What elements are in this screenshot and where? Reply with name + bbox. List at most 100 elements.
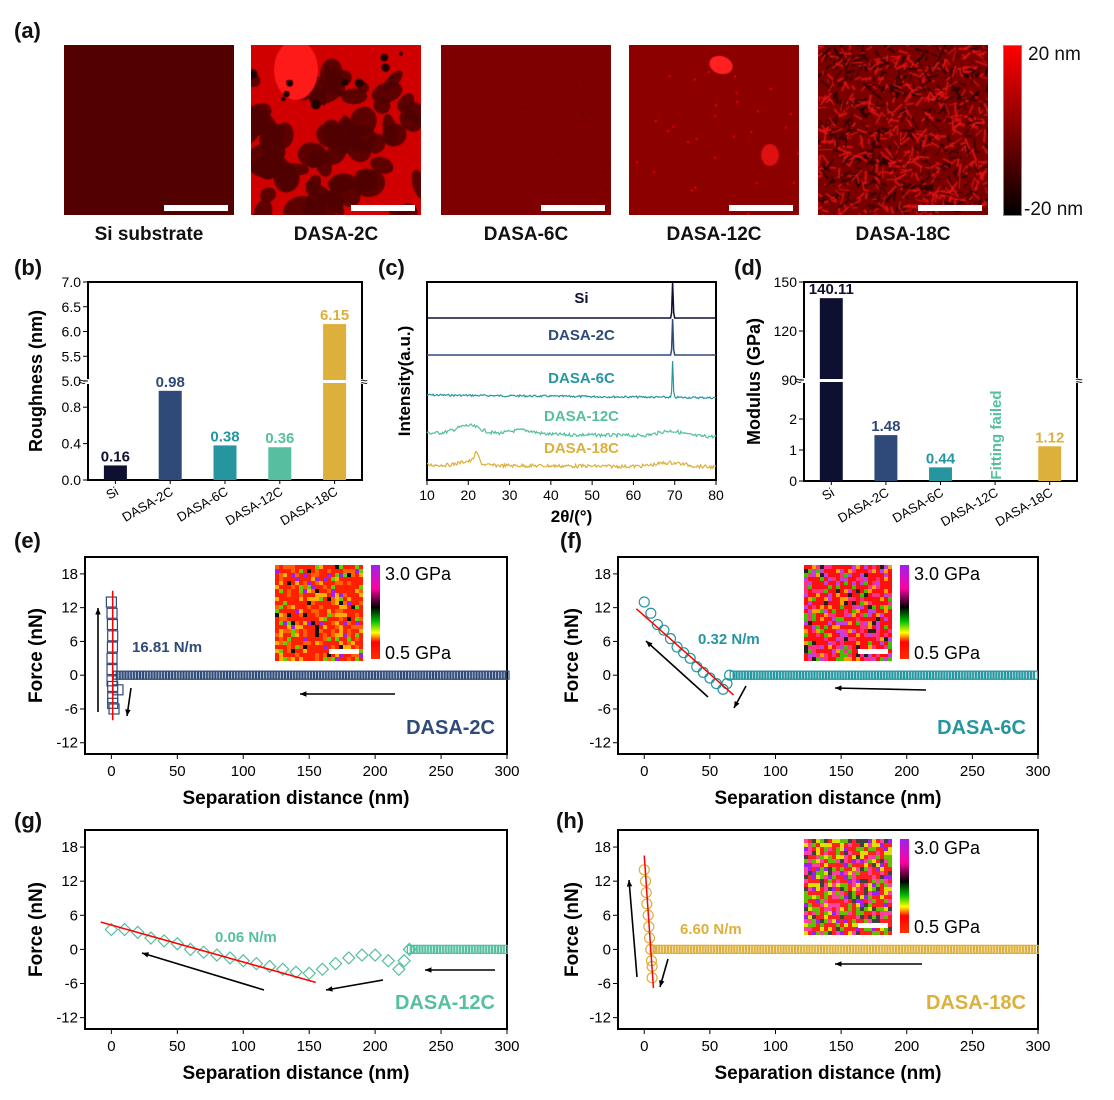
approach-marker <box>839 670 845 680</box>
modulus-map-pixel <box>864 573 868 577</box>
modulus-map-pixel <box>876 565 880 569</box>
x-tick-label: 300 <box>494 763 519 780</box>
approach-marker <box>438 944 444 954</box>
modulus-map-pixel <box>311 605 315 609</box>
direction-arrow <box>325 979 384 991</box>
modulus-map-pixel <box>860 573 864 577</box>
modulus-map-pixel <box>852 911 856 915</box>
modulus-map-pixel <box>864 911 868 915</box>
arrow-head <box>95 608 101 615</box>
approach-marker <box>822 944 828 954</box>
sample-label: DASA-6C <box>937 717 1026 739</box>
modulus-map-pixel <box>868 633 872 637</box>
modulus-map-pixel <box>840 625 844 629</box>
fit-line <box>643 855 655 989</box>
approach-marker <box>874 944 880 954</box>
modulus-map-pixel <box>331 617 335 621</box>
approach-marker <box>379 670 385 680</box>
modulus-map-pixel <box>864 879 868 883</box>
modulus-map-pixel <box>299 645 303 649</box>
modulus-map-pixel <box>804 609 808 613</box>
approach-marker <box>863 944 869 954</box>
modulus-map-pixel <box>331 593 335 597</box>
approach-marker <box>257 670 263 680</box>
modulus-map-pixel <box>876 867 880 871</box>
approach-marker <box>758 670 764 680</box>
modulus-map-pixel <box>828 867 832 871</box>
modulus-map-pixel <box>816 577 820 581</box>
modulus-map-pixel <box>275 645 279 649</box>
direction-arrow <box>834 687 927 691</box>
data-label: 0.16 <box>101 448 130 465</box>
modulus-map-pixel <box>307 637 311 641</box>
panel-label-c: (c) <box>378 255 405 280</box>
series-label: Si <box>574 290 588 307</box>
modulus-map-pixel <box>299 605 303 609</box>
force-curve-chart-dasa-18c: 0 50 100 150 200 250 300-12-6061218Separation … <box>562 829 1051 1084</box>
modulus-map-pixel <box>343 641 347 645</box>
modulus-map-pixel <box>319 617 323 621</box>
approach-marker <box>312 670 319 680</box>
modulus-map-pixel <box>331 621 335 625</box>
modulus-map-pixel <box>880 855 884 859</box>
modulus-map-pixel <box>824 867 828 871</box>
modulus-map-pixel <box>888 645 892 649</box>
modulus-map-pixel <box>828 915 832 919</box>
modulus-map-pixel <box>323 613 327 617</box>
modulus-map-pixel <box>872 645 876 649</box>
modulus-map-pixel <box>868 855 872 859</box>
modulus-map-pixel <box>359 601 363 605</box>
modulus-map-pixel <box>868 641 872 645</box>
approach-marker <box>701 944 707 954</box>
axis-break-mark-right: ≈ <box>1075 373 1082 388</box>
modulus-map-pixel <box>295 573 299 577</box>
modulus-map-pixel <box>880 847 884 851</box>
approach-marker <box>886 944 892 954</box>
modulus-map-pixel <box>880 863 884 867</box>
modulus-map-pixel <box>860 903 864 907</box>
modulus-map-pixel <box>816 597 820 601</box>
modulus-map-pixel <box>295 569 299 573</box>
modulus-map-pixel <box>335 629 339 633</box>
approach-marker <box>185 670 191 680</box>
approach-marker <box>778 670 784 680</box>
modulus-map-pixel <box>307 625 311 629</box>
arrow-head <box>125 709 131 716</box>
modulus-map-pixel <box>315 593 319 597</box>
modulus-map-pixel <box>824 863 828 867</box>
modulus-map-pixel <box>804 923 808 927</box>
approach-marker <box>211 670 217 680</box>
modulus-map-pixel <box>836 633 840 637</box>
modulus-map-pixel <box>351 597 355 601</box>
modulus-map-pixel <box>291 589 295 593</box>
approach-marker <box>501 670 507 680</box>
approach-marker <box>798 670 805 680</box>
modulus-map-pixel <box>339 565 343 569</box>
modulus-map-pixel <box>812 653 816 657</box>
modulus-map-pixel <box>816 601 820 605</box>
modulus-map-pixel <box>860 645 864 649</box>
direction-arrow <box>141 952 265 991</box>
approach-marker <box>781 670 787 680</box>
modulus-map-pixel <box>860 839 864 843</box>
modulus-map-pixel <box>840 653 844 657</box>
modulus-map-pixel <box>860 927 864 931</box>
modulus-map-pixel <box>856 871 860 875</box>
modulus-map-pixel <box>812 919 816 923</box>
approach-marker <box>412 944 418 954</box>
modulus-map-pixel <box>840 565 844 569</box>
modulus-map-pixel <box>880 617 884 621</box>
modulus-map-pixel <box>816 641 820 645</box>
modulus-map-pixel <box>812 621 816 625</box>
contact-marker <box>651 618 663 631</box>
x-tick-label: 0 <box>640 1038 648 1055</box>
modulus-map-pixel <box>335 653 339 657</box>
modulus-map-pixel <box>888 899 892 903</box>
modulus-map-pixel <box>287 621 291 625</box>
approach-marker <box>882 670 888 680</box>
modulus-map-pixel <box>808 581 812 585</box>
modulus-map-pixel <box>888 597 892 601</box>
approach-marker <box>135 670 142 680</box>
modulus-map-pixel <box>860 931 864 935</box>
approach-marker <box>457 670 464 680</box>
